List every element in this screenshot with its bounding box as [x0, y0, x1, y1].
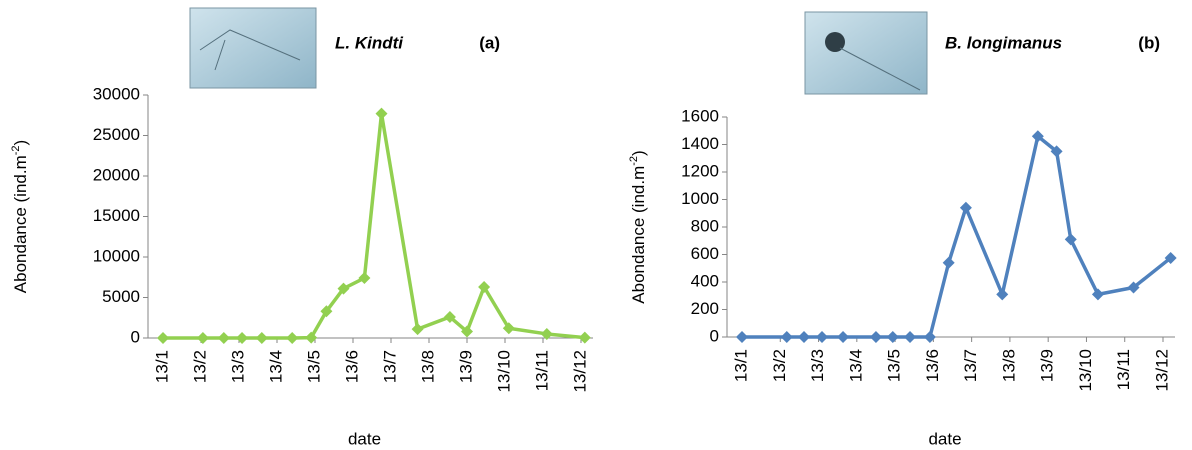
x-tick-label: 13/7 — [961, 349, 980, 382]
y-tick-label: 5000 — [102, 287, 140, 306]
data-marker — [196, 332, 209, 344]
data-marker — [320, 305, 333, 318]
y-tick-label: 10000 — [93, 246, 140, 265]
data-marker — [255, 332, 268, 344]
data-marker — [942, 256, 955, 269]
y-axis-label-part: Abondance (ind.m — [629, 166, 648, 304]
y-axis-label-part: -2 — [10, 145, 22, 155]
data-marker — [996, 288, 1009, 301]
y-tick-label: 800 — [691, 216, 719, 235]
x-tick-label: 13/10 — [494, 350, 513, 393]
y-axis-label-part: -2 — [628, 156, 640, 166]
x-tick-label: 13/11 — [532, 350, 551, 391]
data-marker — [869, 331, 882, 343]
x-tick-label: 13/6 — [342, 350, 361, 383]
data-marker — [780, 331, 793, 343]
x-tick-label: 13/5 — [885, 349, 904, 382]
x-tick-label: 13/3 — [228, 350, 247, 383]
data-marker — [337, 282, 350, 295]
data-marker — [923, 331, 936, 343]
panel-label: (a) — [479, 33, 500, 52]
data-marker — [1064, 233, 1077, 246]
y-axis-label: Abondance (ind.m-2) — [628, 150, 649, 303]
chart-title: L. Kindti — [335, 33, 404, 52]
data-marker — [1050, 145, 1063, 158]
x-tick-label: 13/7 — [380, 350, 399, 383]
data-marker — [358, 272, 371, 285]
chart-title: B. longimanus — [945, 33, 1062, 52]
x-tick-label: 13/6 — [923, 349, 942, 382]
data-line — [742, 134, 1172, 339]
data-marker — [286, 332, 299, 344]
data-marker — [959, 201, 972, 214]
data-marker — [375, 107, 388, 120]
data-marker — [540, 327, 553, 340]
y-tick-label: 30000 — [93, 84, 140, 103]
data-marker — [578, 331, 591, 344]
x-tick-label: 13/1 — [731, 349, 750, 382]
y-tick-label: 20000 — [93, 165, 140, 184]
y-axis-label-part: ) — [629, 150, 648, 156]
y-tick-label: 0 — [131, 327, 140, 346]
x-tick-label: 13/12 — [570, 350, 589, 393]
data-marker — [1031, 130, 1044, 143]
y-tick-label: 1600 — [681, 106, 719, 125]
x-axis-label: date — [348, 429, 381, 448]
y-tick-label: 0 — [710, 326, 719, 345]
y-tick-label: 15000 — [93, 206, 140, 225]
x-tick-label: 13/3 — [808, 349, 827, 382]
x-tick-label: 13/1 — [152, 350, 171, 383]
x-tick-label: 13/10 — [1076, 349, 1095, 392]
data-marker — [837, 331, 850, 343]
x-tick-label: 13/8 — [999, 349, 1018, 382]
y-tick-label: 1000 — [681, 189, 719, 208]
y-axis-label-part: Abondance (ind.m — [11, 155, 30, 293]
data-marker — [478, 280, 491, 293]
data-line — [163, 111, 585, 340]
data-marker — [1127, 281, 1140, 294]
x-tick-label: 13/4 — [266, 350, 285, 383]
x-tick-label: 13/9 — [1038, 349, 1057, 382]
data-marker — [1091, 288, 1104, 301]
y-axis-label-part: ) — [11, 140, 30, 146]
data-marker — [502, 322, 515, 335]
data-marker — [157, 332, 169, 344]
x-tick-label: 13/8 — [418, 350, 437, 383]
specimen-photo — [804, 11, 928, 95]
y-tick-label: 200 — [691, 299, 719, 318]
specimen-sketch — [199, 29, 301, 71]
panel-label: (b) — [1138, 33, 1160, 52]
data-marker — [904, 331, 917, 343]
data-marker — [886, 331, 899, 343]
x-tick-label: 13/5 — [304, 350, 323, 383]
data-marker — [798, 331, 811, 343]
x-tick-label: 13/2 — [190, 350, 209, 383]
data-marker — [411, 323, 424, 336]
x-tick-label: 13/2 — [770, 349, 789, 382]
data-marker — [443, 310, 456, 323]
specimen-sketch — [839, 47, 921, 91]
data-marker — [736, 331, 748, 343]
data-marker — [1164, 251, 1177, 264]
x-tick-label: 13/12 — [1152, 349, 1171, 392]
y-tick-label: 600 — [691, 244, 719, 263]
y-tick-label: 1200 — [681, 161, 719, 180]
y-tick-label: 400 — [691, 271, 719, 290]
y-axis-label: Abondance (ind.m-2) — [10, 140, 31, 293]
data-marker — [236, 332, 249, 344]
specimen-photo — [189, 7, 317, 89]
specimen-sketch — [825, 32, 845, 52]
y-tick-label: 25000 — [93, 125, 140, 144]
data-marker — [305, 331, 318, 344]
data-marker — [217, 332, 230, 344]
x-tick-label: 13/9 — [456, 350, 475, 383]
x-axis-label: date — [928, 429, 961, 448]
x-tick-label: 13/11 — [1114, 349, 1133, 390]
y-tick-label: 1400 — [681, 134, 719, 153]
x-tick-label: 13/4 — [846, 349, 865, 382]
data-marker — [815, 331, 828, 343]
data-marker — [461, 325, 473, 338]
